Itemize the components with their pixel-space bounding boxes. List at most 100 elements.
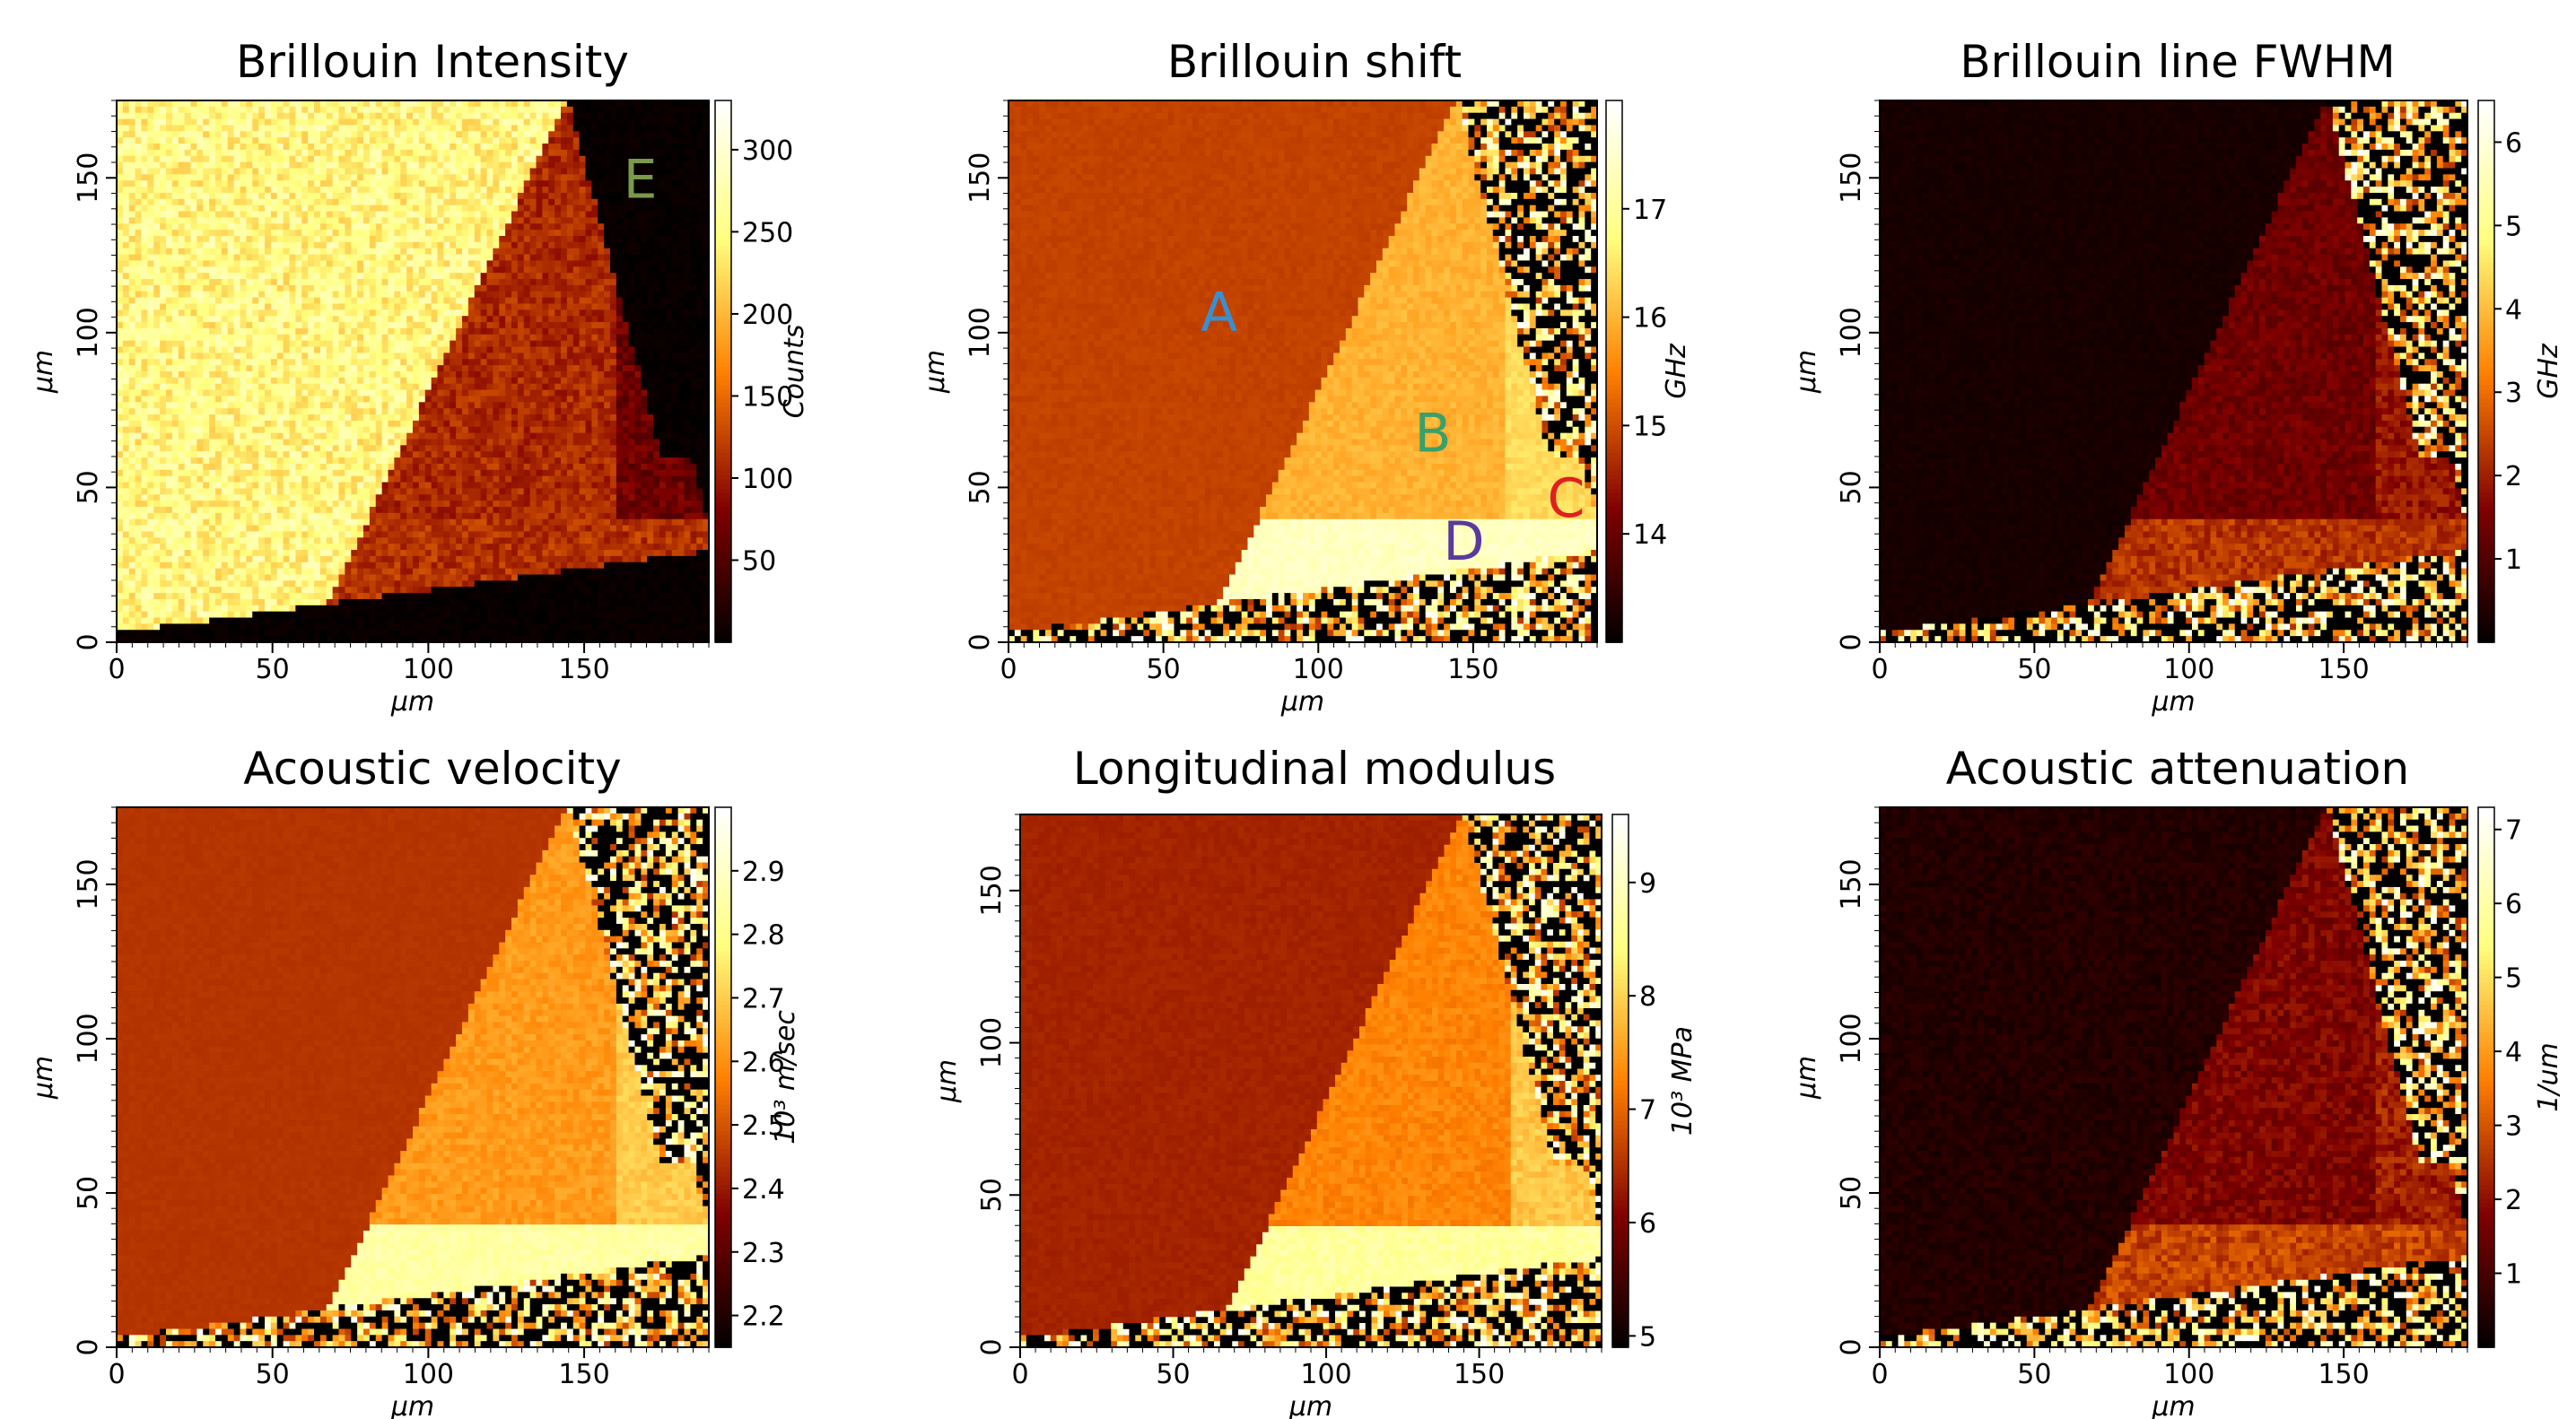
heatmap-cell [327,131,333,137]
heatmap-cell [389,100,395,107]
heatmap-cell [610,113,616,119]
heatmap-cell [456,150,462,156]
heatmap-cell [678,162,685,169]
heatmap-cell [209,113,215,119]
heatmap-cell [172,162,179,169]
heatmap-cell [678,150,685,156]
heatmap-cell [320,137,327,144]
heatmap-cell [382,144,389,150]
heatmap-cell [462,193,468,199]
heatmap-cell [573,131,580,137]
heatmap-cell [443,113,450,119]
heatmap-cell [586,100,592,107]
heatmap-cell [147,131,153,137]
heatmap-cell [641,113,647,119]
heatmap-cell [666,187,672,193]
heatmap-cell [548,162,554,169]
heatmap-cell [586,107,592,113]
heatmap-cell [333,156,339,162]
heatmap-cell [641,119,647,126]
heatmap-cell [234,174,240,180]
heatmap-cell [561,156,567,162]
heatmap-cell [659,174,666,180]
heatmap-cell [616,144,623,150]
heatmap-cell [432,180,438,187]
heatmap-cell [580,144,586,150]
heatmap-cell [468,180,475,187]
heatmap-cell [580,107,586,113]
heatmap-cell [209,131,215,137]
heatmap-cell [246,107,252,113]
heatmap-cell [308,169,314,175]
heatmap-cell [135,193,142,199]
heatmap-cell [623,131,629,137]
heatmap-cell [456,113,462,119]
heatmap-cell [425,156,432,162]
heatmap-cell [308,119,314,126]
heatmap-cell [196,119,203,126]
heatmap-cell [129,107,135,113]
heatmap-cell [394,107,400,113]
heatmap-cell [493,125,499,131]
heatmap-cell [450,144,456,150]
heatmap-cell [333,144,339,150]
heatmap-cell [438,169,444,175]
heatmap-cell [246,150,252,156]
heatmap-cell [246,137,252,144]
heatmap-cell [339,125,345,131]
heatmap-cell [499,100,505,107]
heatmap-cell [290,137,296,144]
heatmap-cell [518,100,524,107]
heatmap-cell [191,169,197,175]
heatmap-cell [696,174,703,180]
heatmap-cell [215,125,222,131]
heatmap-cell [690,113,696,119]
heatmap-cell [591,100,598,107]
heatmap-cell [493,144,499,150]
heatmap-cell [370,137,376,144]
heatmap-cell [548,150,554,156]
heatmap-cell [499,137,505,144]
heatmap-cell [351,113,357,119]
heatmap-cell [345,193,351,199]
heatmap-cell [499,169,505,175]
heatmap-cell [425,113,432,119]
heatmap-cell [450,169,456,175]
heatmap-cell [493,169,499,175]
heatmap-cell [301,137,308,144]
heatmap-cell [462,156,468,162]
heatmap-cell [265,125,271,131]
heatmap-cell [228,187,234,193]
heatmap-cell [685,119,691,126]
heatmap-cell [432,156,438,162]
heatmap-cell [567,156,573,162]
heatmap-cell [301,125,308,131]
heatmap-cell [382,187,389,193]
heatmap-cell [573,119,580,126]
heatmap-cell [185,125,191,131]
heatmap-cell [129,162,135,169]
heatmap-cell [271,193,277,199]
heatmap-cell [179,144,185,150]
heatmap-cell [487,187,493,193]
heatmap-cell [561,113,567,119]
heatmap-cell [690,100,696,107]
heatmap-cell [653,125,659,131]
heatmap-cell [537,169,543,175]
heatmap-cell [616,180,623,187]
heatmap-cell [462,144,468,150]
heatmap-cell [616,150,623,156]
heatmap-cell [659,131,666,137]
heatmap-cell [345,125,351,131]
heatmap-cell [456,137,462,144]
heatmap-cell [580,150,586,156]
heatmap-cell [432,144,438,150]
heatmap-cell [179,180,185,187]
heatmap-cell [142,187,148,193]
heatmap-cell [295,174,301,180]
heatmap-cell [142,162,148,169]
heatmap-cell [487,125,493,131]
heatmap-cell [537,144,543,150]
heatmap-cell [591,150,598,156]
heatmap-cell [252,113,258,119]
